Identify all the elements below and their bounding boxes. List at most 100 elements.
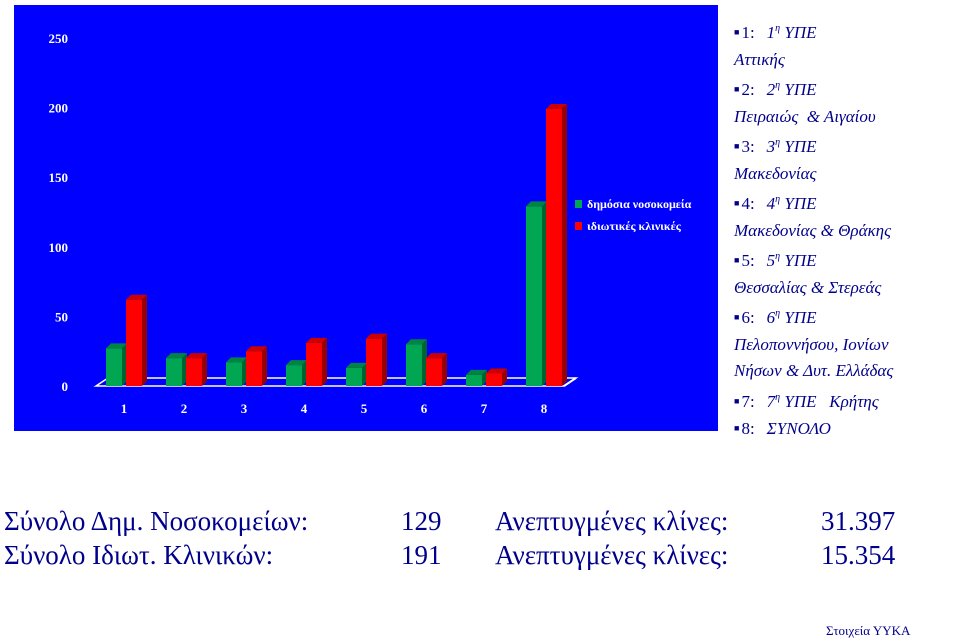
y-tick-label: 250 [49,31,69,46]
bar-top [186,353,207,359]
chart-panel: 0 50 100 150 200 250 1 2 3 4 5 6 7 8 δημόσια νοσοκομεί… [14,5,718,431]
legend-swatch [575,200,582,208]
bullet-icon: ■ [734,312,740,322]
bar-top [346,362,367,368]
private-beds-label: Ανεπτυγμένες κλίνες: [495,540,729,570]
y-tick-label: 0 [62,379,69,394]
bullet-icon: ■ [734,423,740,433]
region-ordinal-suffix: η [775,23,781,34]
bar-top [126,294,147,300]
region-legend-list: ■ 1: 1η ΥΠΕ Αττικής ■ 2: 2η ΥΠΕ Πειραιώς & Αιγα… [734,16,956,443]
private-beds-value: 15.354 [821,540,896,570]
bar-top [166,353,187,359]
public-hospitals-value: 129 [401,506,442,536]
region-name: Πελοποννήσου, Ιονίων [734,334,889,354]
region-ordinal: 1 [766,23,776,42]
bar-side [202,353,207,386]
region-ordinal-suffix: η [775,251,781,262]
bar-top [246,346,267,352]
bar-top [486,368,507,374]
region-number: 8: [741,419,755,438]
bar-top [226,357,247,363]
legend-label: ιδιωτικές κλινικές [587,219,682,233]
bar-front [426,358,442,386]
bar-front [526,206,542,386]
x-tick-label: 7 [481,401,488,416]
bar-front [106,348,122,386]
region-entry: ■ 7: 7η ΥΠΕ Κρήτης [734,385,956,416]
bar-side [542,201,547,386]
bar-private-5 [366,333,387,386]
private-clinics-value: 191 [401,540,442,570]
bar-front [306,342,322,386]
bar-top [426,353,447,359]
bar-side [422,339,427,386]
bar-front [126,299,142,386]
region-number: 4: [741,194,755,213]
bar-public-4 [286,360,307,386]
bar-side [302,360,307,386]
bar-front [406,344,422,386]
bar-top [286,360,307,366]
x-tick-label: 2 [181,401,188,416]
region-entry: ■ 8: ΣΥΝΟΛΟ [734,415,956,443]
bar-side [562,103,567,386]
x-tick-label: 1 [121,401,128,416]
region-title: ΥΠΕ [784,308,817,327]
region-name: Μακεδονίας & Θράκης [734,220,892,240]
region-title: ΥΠΕ [784,80,817,99]
region-title: ΥΠΕ [784,194,817,213]
bullet-icon: ■ [734,84,740,94]
bar-front [486,373,502,386]
source-note: Στοιχεία ΥΥΚΑ [826,623,911,638]
bar-private-4 [306,337,327,386]
bar-public-6 [406,339,427,386]
region-name: Μακεδονίας [734,163,817,183]
region-entry: ■ 6: 6η ΥΠΕ [734,301,956,332]
bar-side [182,353,187,386]
region-ordinal: 2 [766,80,776,99]
bar-top [106,343,127,349]
bar-front [186,358,202,386]
region-name: Νήσων & Δυτ. Ελλάδας [734,361,894,380]
bar-private-2 [186,353,207,386]
bar-private-1 [126,294,147,386]
x-tick-label: 8 [541,401,548,416]
region-title: ΥΠΕ Κρήτης [784,391,879,411]
region-title: ΥΠΕ [784,23,817,42]
bar-public-1 [106,343,127,386]
private-clinics-label: Σύνολο Ιδιωτ. Κλινικών: [4,540,274,570]
bar-top [526,201,547,207]
region-title: ΥΠΕ [784,137,817,156]
bar-side [502,368,507,386]
bar-front [366,338,382,386]
region-entry: ■ 4: 4η ΥΠΕ [734,187,956,218]
region-ordinal-suffix: η [775,80,781,91]
region-number: 1: [741,23,755,42]
chart-floor-edge [563,377,577,387]
y-tick-label: 200 [49,101,69,116]
bar-front [246,351,262,386]
bar-public-3 [226,357,247,386]
region-title: ΣΥΝΟΛΟ [766,419,831,438]
region-ordinal: 4 [766,194,776,213]
y-tick-label: 150 [49,170,69,185]
bar-front [546,108,562,386]
bar-side [122,343,127,386]
region-ordinal-suffix: η [775,391,781,403]
summary-block: Σύνολο Δημ. Νοσοκομείων: 129 Ανεπτυγμένε… [4,504,954,572]
bar-public-8 [526,201,547,386]
y-tick-label: 100 [49,240,69,255]
bar-front [286,365,302,386]
region-number: 5: [741,251,755,270]
legend-swatch [575,222,582,230]
region-name: Αττικής [734,49,785,69]
bar-public-2 [166,353,187,386]
bar-top [406,339,427,345]
bar-side [262,346,267,386]
bar-top [366,333,387,339]
bar-top [466,369,487,375]
bar-public-7 [466,369,487,386]
legend-label: δημόσια νοσοκομεία [587,197,692,211]
region-ordinal: 5 [766,251,776,270]
